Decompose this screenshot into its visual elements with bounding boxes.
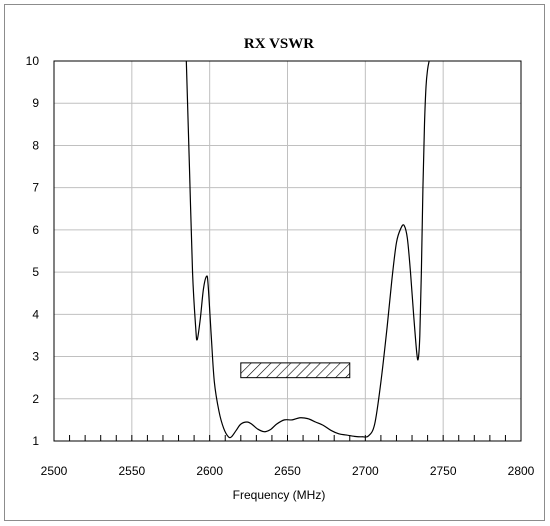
vswr-series-line — [185, 61, 430, 439]
y-tick-label: 6 — [32, 223, 39, 237]
x-tick-label: 2700 — [352, 464, 379, 478]
x-tick-label: 2650 — [274, 464, 301, 478]
x-axis-label: Frequency (MHz) — [233, 488, 326, 502]
x-tick-label: 2600 — [196, 464, 223, 478]
y-tick-label: 8 — [32, 138, 39, 152]
chart-frame — [4, 4, 545, 521]
y-tick-label: 1 — [32, 434, 39, 448]
y-tick-label: 9 — [32, 96, 39, 110]
x-tick-label: 2550 — [118, 464, 145, 478]
x-tick-label: 2500 — [41, 464, 68, 478]
y-tick-label: 10 — [26, 54, 40, 68]
spec-limit-box — [240, 362, 351, 379]
y-tick-label: 4 — [32, 307, 39, 321]
x-tick-label: 2750 — [430, 464, 457, 478]
y-tick-label: 2 — [32, 392, 39, 406]
x-tick-label: 2800 — [508, 464, 535, 478]
y-tick-label: 5 — [32, 265, 39, 279]
y-tick-label: 7 — [32, 181, 39, 195]
chart-title: RX VSWR — [244, 36, 314, 52]
y-tick-label: 3 — [32, 350, 39, 364]
